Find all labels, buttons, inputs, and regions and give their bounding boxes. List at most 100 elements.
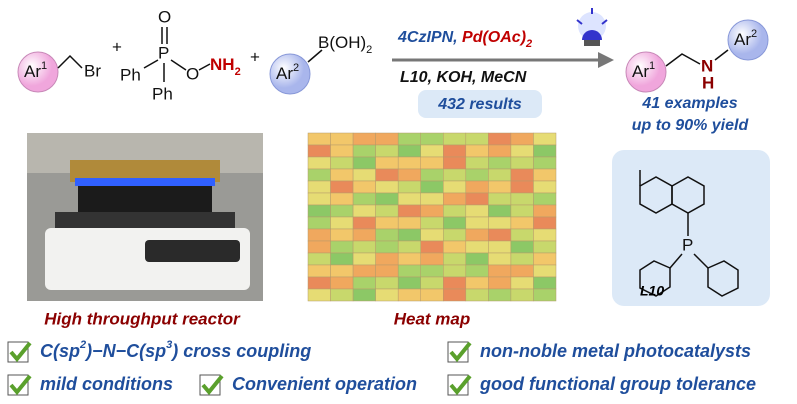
heat-cell	[330, 204, 354, 218]
heat-cell	[488, 204, 512, 218]
ligand-structure	[639, 170, 739, 297]
heat-cell	[375, 192, 399, 206]
heat-cell	[420, 240, 444, 254]
heat-cell	[465, 276, 489, 290]
heat-cell	[397, 204, 421, 218]
heat-cell	[330, 144, 354, 158]
heat-cell	[510, 156, 534, 170]
heat-cell	[307, 264, 331, 278]
heat-cell	[510, 192, 534, 206]
heat-cell	[397, 228, 421, 242]
scope: 41 examples	[641, 95, 737, 112]
heat-cell	[352, 288, 376, 302]
check-icon	[7, 341, 32, 363]
heat-cell	[330, 288, 354, 302]
heat-cell	[397, 132, 421, 146]
ligand-box	[612, 150, 770, 306]
heat-cell	[397, 192, 421, 206]
feature-text: non-noble metal photocatalysts	[480, 341, 751, 361]
heat-cell	[397, 288, 421, 302]
heat-cell	[443, 168, 467, 182]
ar1-circle	[625, 51, 667, 93]
feature-list: C(sp2)−N−C(sp3) cross coupling non-noble …	[7, 339, 756, 396]
heat-cell	[352, 264, 376, 278]
heat-cell	[488, 168, 512, 182]
heat-cell	[488, 132, 512, 146]
heat-cell	[510, 204, 534, 218]
caption: Heat map	[394, 309, 471, 328]
heat-cell	[352, 204, 376, 218]
heat-cell	[488, 180, 512, 194]
ar2: Ar2	[276, 62, 299, 84]
heat-cell	[330, 216, 354, 230]
feature-text: 2	[79, 339, 86, 351]
heat-cell	[443, 156, 467, 170]
check-icon	[199, 374, 224, 396]
heat-cell	[420, 168, 444, 182]
heat-cell	[510, 240, 534, 254]
oxo: O	[158, 7, 171, 26]
heat-cell	[375, 240, 399, 254]
heat-cell	[510, 264, 534, 278]
heat-cell	[375, 144, 399, 158]
phosphorus: P	[682, 235, 693, 254]
feature-text: mild conditions	[40, 374, 173, 394]
heat-cell	[510, 276, 534, 290]
heat-cell	[375, 132, 399, 146]
heat-cell	[510, 180, 534, 194]
heat-cell	[352, 156, 376, 170]
heat-cell	[375, 228, 399, 242]
feature-text: good functional group tolerance	[479, 374, 756, 394]
heat-cell	[375, 252, 399, 266]
heat-cell	[533, 264, 557, 278]
heat-cell	[307, 144, 331, 158]
heat-cell	[465, 252, 489, 266]
heat-cell	[397, 180, 421, 194]
heat-cell	[510, 228, 534, 242]
feature: C(sp2)−N−C(sp3) cross coupling	[40, 339, 311, 361]
scope: up to 90% yield	[632, 117, 750, 134]
lamp-icon	[576, 8, 608, 46]
heat-cell	[420, 264, 444, 278]
heat-cell	[397, 252, 421, 266]
check-icon	[7, 374, 32, 396]
heat-cell	[465, 264, 489, 278]
heat-cell	[533, 228, 557, 242]
heat-cell	[330, 156, 354, 170]
heat-cell	[420, 252, 444, 266]
heat-cell	[420, 276, 444, 290]
heat-cell	[375, 288, 399, 302]
heat-cell	[420, 180, 444, 194]
phenyl: Ph	[120, 65, 141, 84]
heat-cell	[330, 240, 354, 254]
hydrogen: H	[702, 73, 714, 92]
heat-cell	[375, 204, 399, 218]
heat-cell	[443, 264, 467, 278]
heat-cell	[465, 168, 489, 182]
heat-cell	[330, 132, 354, 146]
heat-cell	[420, 144, 444, 158]
heat-cell	[488, 288, 512, 302]
heat-cell	[533, 168, 557, 182]
heat-cell	[443, 252, 467, 266]
feature: mild conditions	[40, 374, 173, 394]
heat-cell	[330, 168, 354, 182]
heat-cell	[510, 288, 534, 302]
heat-cell	[352, 252, 376, 266]
heat-cell	[330, 228, 354, 242]
heat-cell	[330, 264, 354, 278]
heat-cell	[307, 252, 331, 266]
heat-cell	[443, 228, 467, 242]
heat-cell	[420, 132, 444, 146]
heat-cell	[488, 276, 512, 290]
heat-cell	[375, 168, 399, 182]
heat-cell	[533, 144, 557, 158]
ar1: Ar1	[24, 60, 47, 82]
heat-cell	[397, 144, 421, 158]
heat-cell	[443, 216, 467, 230]
amine: NH2	[210, 55, 241, 77]
heat-cell	[533, 240, 557, 254]
ar2-circle	[269, 53, 311, 95]
heat-cell	[375, 264, 399, 278]
